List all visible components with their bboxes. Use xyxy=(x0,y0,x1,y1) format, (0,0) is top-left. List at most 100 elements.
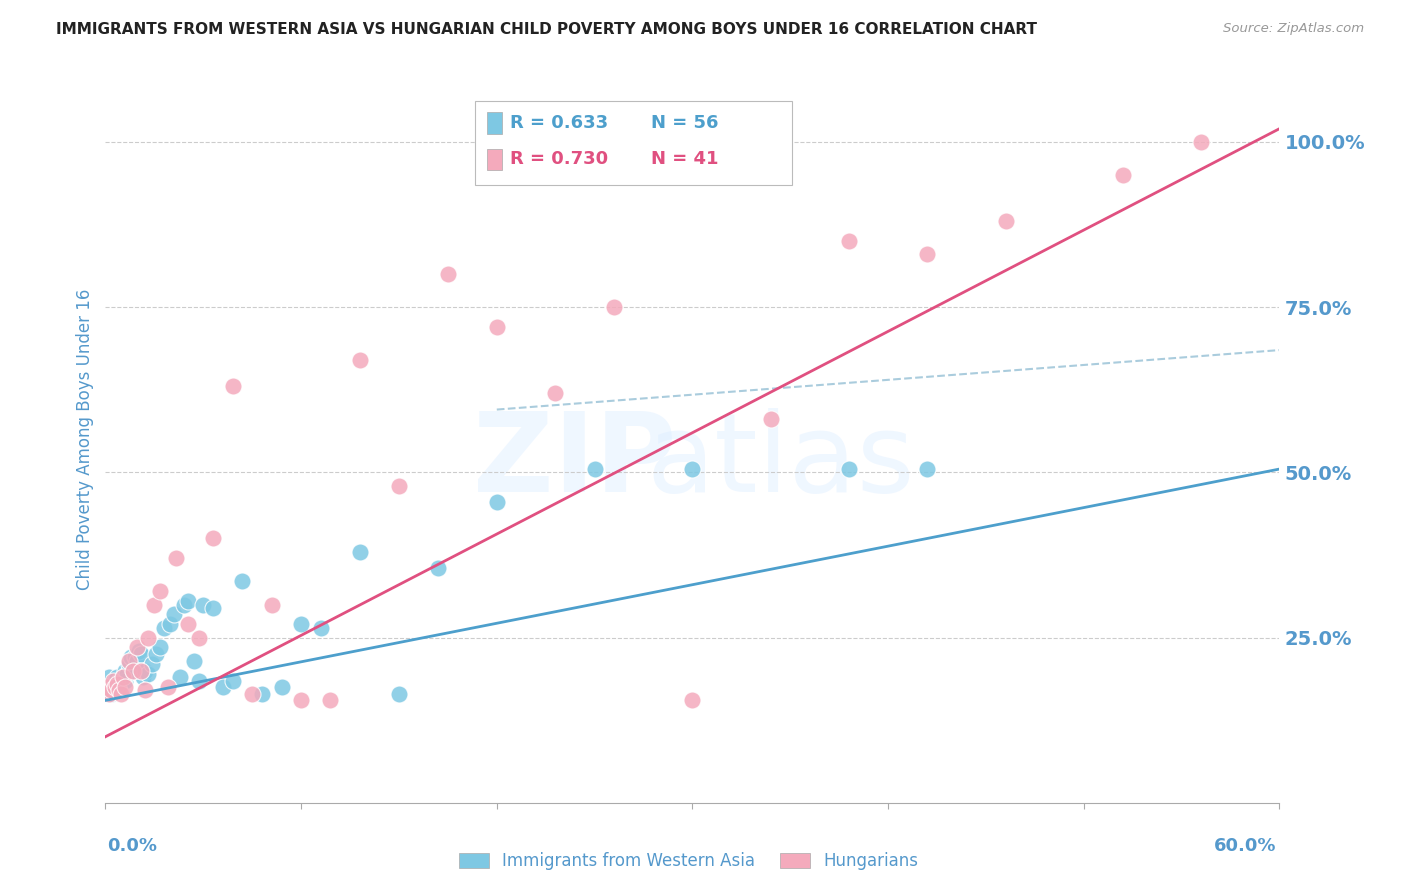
Point xyxy=(104,680,127,694)
Point xyxy=(121,664,143,678)
Point xyxy=(98,670,121,684)
Point xyxy=(176,617,198,632)
Text: N = 41: N = 41 xyxy=(651,151,718,169)
Point xyxy=(1189,135,1212,149)
Point xyxy=(98,683,121,698)
Point xyxy=(114,664,136,678)
Point xyxy=(221,379,243,393)
Point xyxy=(917,462,939,476)
Point xyxy=(319,693,342,707)
Point xyxy=(98,687,121,701)
Point xyxy=(125,654,148,668)
Point xyxy=(103,673,125,688)
Point xyxy=(110,677,132,691)
Point xyxy=(603,300,626,314)
Text: 60.0%: 60.0% xyxy=(1215,837,1277,855)
Point xyxy=(231,574,253,589)
Point xyxy=(157,680,180,694)
Point xyxy=(290,617,312,632)
Point xyxy=(121,664,143,678)
Point xyxy=(129,664,152,678)
Point xyxy=(149,584,172,599)
Point xyxy=(838,462,860,476)
Point xyxy=(759,412,782,426)
Bar xyxy=(486,149,502,170)
Text: atlas: atlas xyxy=(647,408,915,515)
Point xyxy=(173,598,195,612)
Point xyxy=(165,551,187,566)
Text: ZIP: ZIP xyxy=(474,408,676,515)
Point xyxy=(485,320,508,334)
Point xyxy=(149,640,172,655)
Point xyxy=(100,687,122,701)
Point xyxy=(221,673,243,688)
Point xyxy=(108,683,131,698)
Point xyxy=(153,621,176,635)
Point xyxy=(131,670,153,684)
Legend: Immigrants from Western Asia, Hungarians: Immigrants from Western Asia, Hungarians xyxy=(453,846,925,877)
Point xyxy=(138,631,160,645)
Point xyxy=(145,647,167,661)
Text: N = 56: N = 56 xyxy=(651,114,718,132)
Point xyxy=(115,667,138,681)
Point xyxy=(138,667,160,681)
Bar xyxy=(486,112,502,134)
Point xyxy=(108,673,131,688)
Point xyxy=(125,640,148,655)
Point xyxy=(169,670,191,684)
Point xyxy=(290,693,312,707)
Point xyxy=(112,670,135,684)
Text: R = 0.633: R = 0.633 xyxy=(510,114,609,132)
Point xyxy=(134,683,156,698)
Point xyxy=(103,677,125,691)
Point xyxy=(309,621,332,635)
Point xyxy=(202,532,225,546)
Point xyxy=(682,462,704,476)
FancyBboxPatch shape xyxy=(475,102,792,185)
Point xyxy=(129,647,152,661)
Point xyxy=(159,617,181,632)
Point xyxy=(188,631,211,645)
Point xyxy=(112,670,135,684)
Point xyxy=(114,673,136,688)
Text: IMMIGRANTS FROM WESTERN ASIA VS HUNGARIAN CHILD POVERTY AMONG BOYS UNDER 16 CORR: IMMIGRANTS FROM WESTERN ASIA VS HUNGARIA… xyxy=(56,22,1038,37)
Point xyxy=(583,462,606,476)
Point xyxy=(104,680,127,694)
Point xyxy=(105,670,128,684)
Point xyxy=(349,544,371,558)
Point xyxy=(388,478,411,492)
Point xyxy=(193,598,215,612)
Point xyxy=(96,677,118,691)
Text: R = 0.730: R = 0.730 xyxy=(510,151,609,169)
Point xyxy=(120,650,142,665)
Point xyxy=(100,683,122,698)
Point xyxy=(176,594,198,608)
Point xyxy=(108,680,131,694)
Point xyxy=(544,386,567,401)
Point xyxy=(260,598,283,612)
Point xyxy=(183,654,205,668)
Point xyxy=(105,683,128,698)
Text: 0.0%: 0.0% xyxy=(107,837,157,855)
Point xyxy=(114,680,136,694)
Point xyxy=(682,693,704,707)
Point xyxy=(128,644,150,658)
Point xyxy=(250,687,273,701)
Point xyxy=(270,680,292,694)
Point xyxy=(349,353,371,368)
Point xyxy=(240,687,263,701)
Point xyxy=(105,677,128,691)
Point xyxy=(110,687,132,701)
Y-axis label: Child Poverty Among Boys Under 16: Child Poverty Among Boys Under 16 xyxy=(76,289,94,590)
Point xyxy=(188,673,211,688)
Point xyxy=(838,234,860,248)
Point xyxy=(103,683,125,698)
Point xyxy=(427,561,450,575)
Point xyxy=(388,687,411,701)
Text: Source: ZipAtlas.com: Source: ZipAtlas.com xyxy=(1223,22,1364,36)
Point xyxy=(437,267,460,281)
Point xyxy=(141,657,163,671)
Point xyxy=(124,650,146,665)
Point xyxy=(1112,168,1135,182)
Point xyxy=(485,495,508,509)
